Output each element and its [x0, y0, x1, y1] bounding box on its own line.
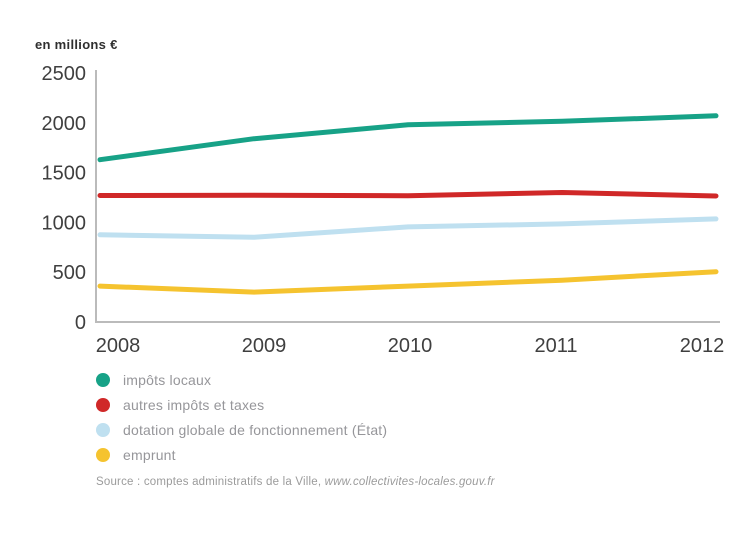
legend-item: dotation globale de fonctionnement (État…	[96, 417, 387, 442]
y-tick-label: 2000	[42, 113, 87, 135]
x-tick-label: 2012	[680, 335, 725, 357]
legend-label: impôts locaux	[123, 371, 212, 388]
legend-item: autres impôts et taxes	[96, 392, 387, 417]
legend-label: emprunt	[123, 446, 176, 463]
legend-label: dotation globale de fonctionnement (État…	[123, 421, 388, 438]
legend-dot-impots-locaux	[96, 372, 110, 387]
x-tick-label: 2011	[534, 335, 577, 357]
x-tick-label: 2010	[388, 335, 433, 357]
x-tick-label: 2009	[242, 335, 287, 357]
series-line-3	[97, 269, 719, 295]
x-tick-label: 2008	[96, 335, 141, 357]
y-tick-label: 500	[53, 262, 86, 284]
y-tick-label: 1000	[42, 212, 87, 234]
legend-dot-emprunt	[96, 447, 110, 462]
source-prefix: Source : comptes administratifs de la Vi…	[96, 476, 325, 488]
source-text: Source : comptes administratifs de la Vi…	[96, 476, 495, 488]
y-tick-label: 0	[75, 312, 86, 334]
legend-dot-dotation-globale	[96, 422, 110, 437]
y-axis-units-label: en millions €	[35, 37, 118, 52]
series-line-2	[97, 216, 719, 240]
legend-dot-autres-impots	[96, 397, 110, 412]
legend-item: emprunt	[96, 442, 387, 467]
legend: impôts locaux autres impôts et taxes dot…	[96, 367, 387, 467]
y-tick-label: 2500	[42, 63, 87, 85]
series-line-1	[97, 190, 719, 199]
legend-label: autres impôts et taxes	[123, 396, 265, 413]
source-url: www.collectivites-locales.gouv.fr	[324, 476, 495, 488]
series-line-0	[97, 113, 719, 163]
y-tick-label: 1500	[42, 163, 87, 185]
legend-item: impôts locaux	[96, 367, 387, 392]
